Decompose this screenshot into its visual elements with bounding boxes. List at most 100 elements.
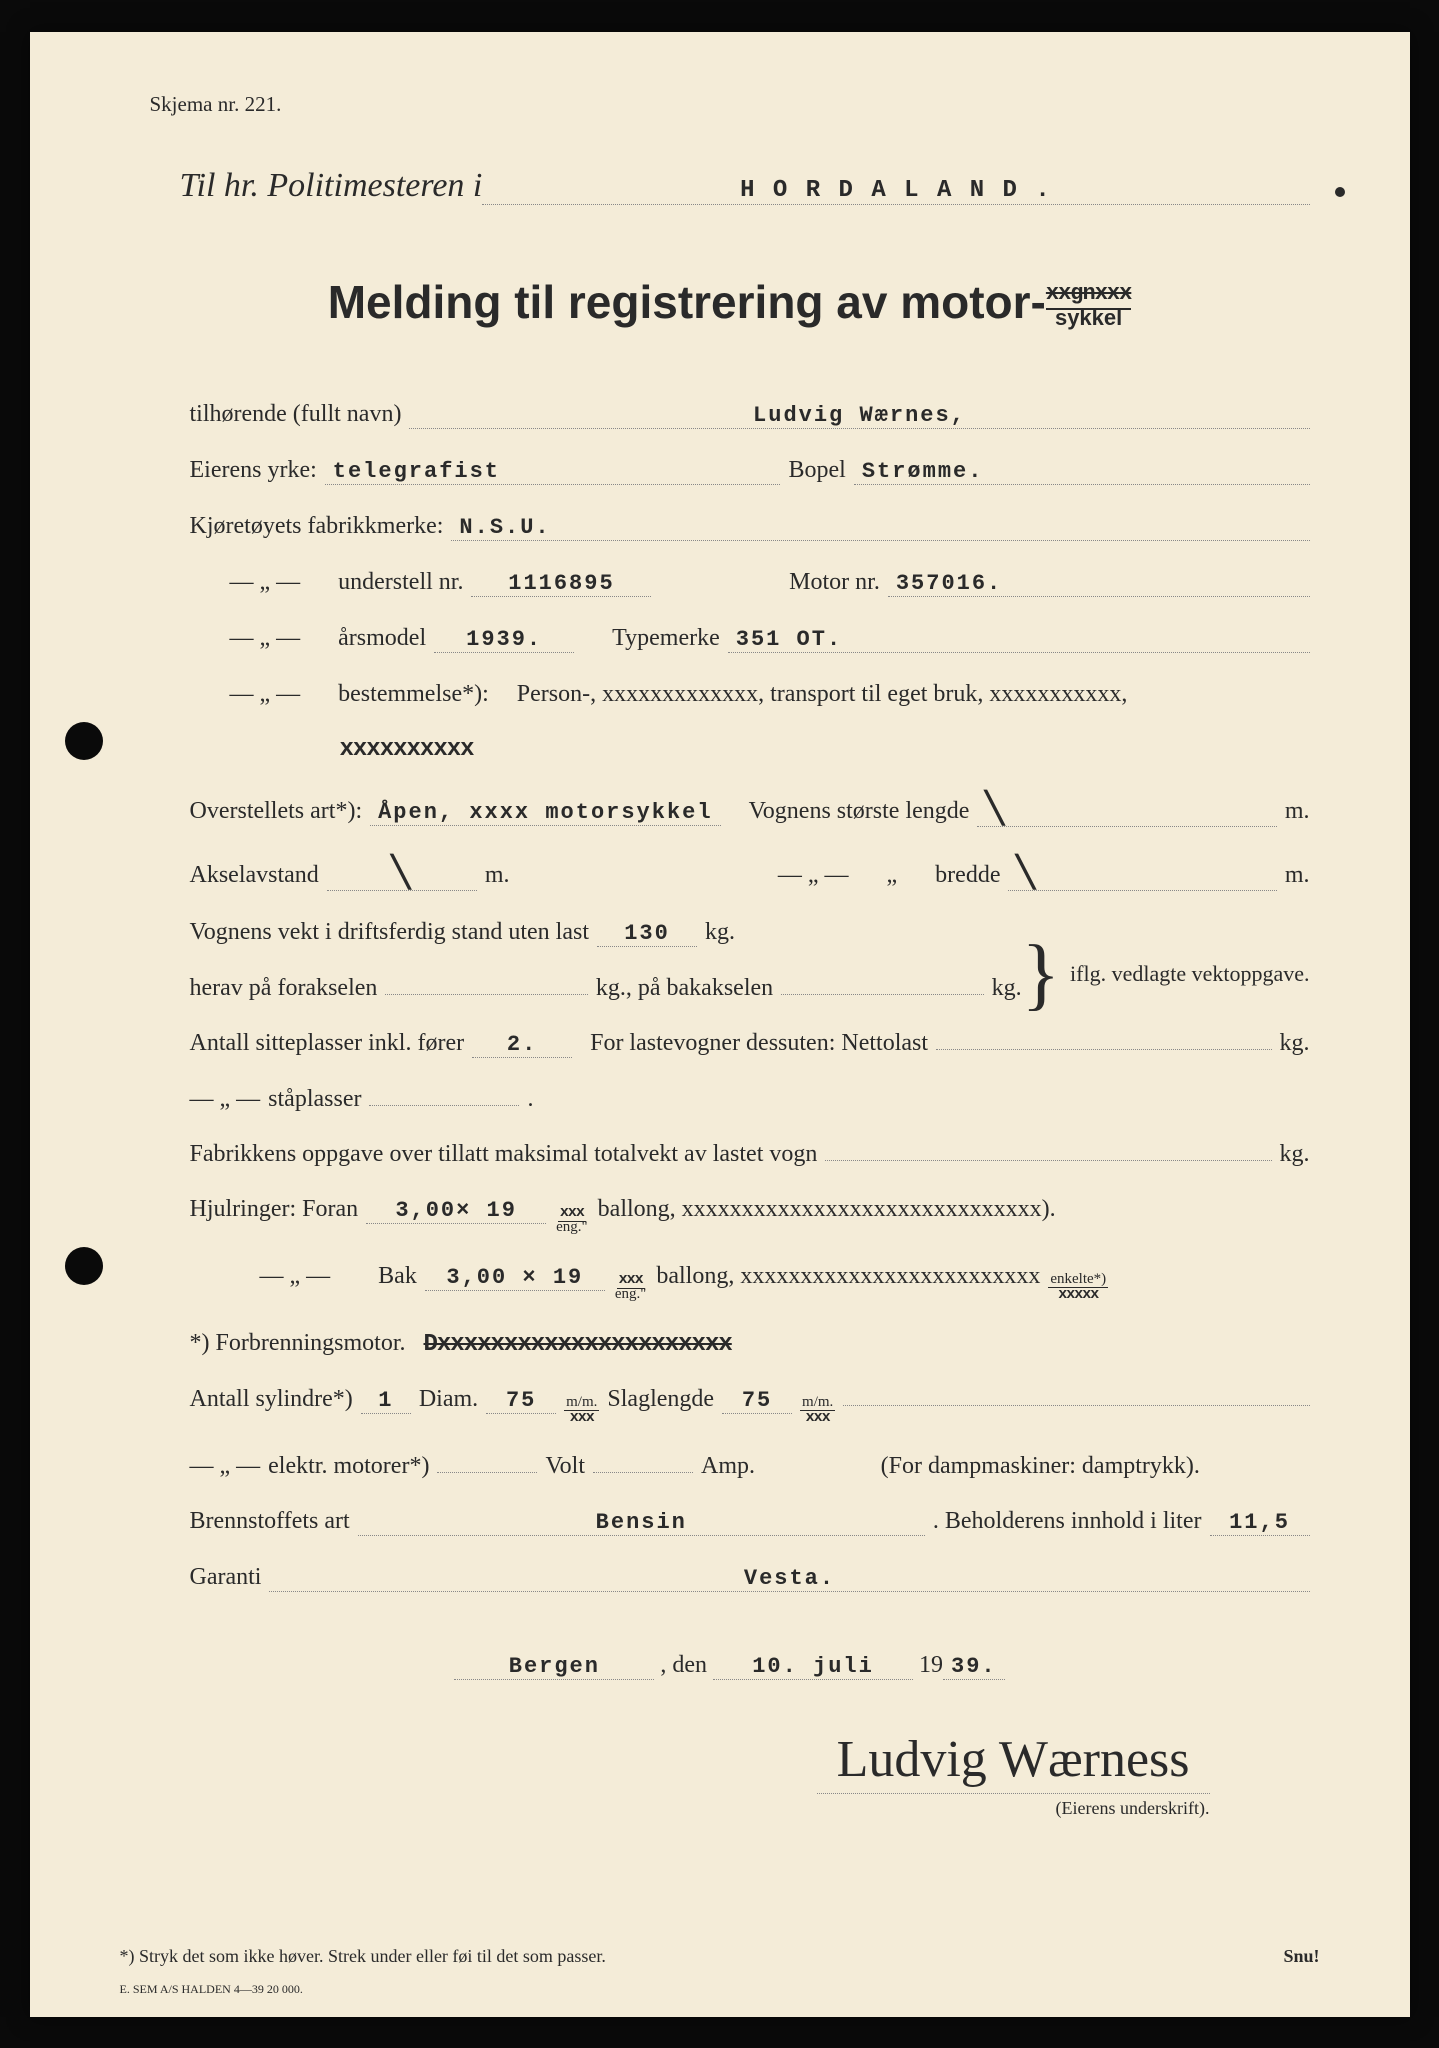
punch-hole: [65, 722, 103, 760]
signature-label: (Eierens underskrift).: [150, 1798, 1210, 1819]
date-year: 39.: [943, 1654, 1005, 1680]
garanti-value: Vesta.: [269, 1566, 1309, 1592]
unit: m.: [1285, 798, 1310, 825]
schema-number: Skjema nr. 221.: [150, 92, 1310, 117]
ditto-mark: — „ —: [260, 1263, 331, 1290]
profession-label: Eierens yrke:: [190, 457, 317, 484]
profession-value: telegrafist: [325, 459, 781, 485]
date-day: 10. juli: [713, 1654, 913, 1680]
tires-front-line: Hjulringer: Foran 3,00× 19 xxxeng." ball…: [190, 1196, 1310, 1235]
unit: m.: [485, 862, 510, 889]
axle-label: herav på forakselen: [190, 975, 378, 1002]
fuel-value: Bensin: [358, 1510, 925, 1536]
title-text: Melding til registrering av motor-: [328, 276, 1046, 328]
den: , den: [660, 1652, 707, 1678]
tank-label: . Beholderens innhold i liter: [933, 1508, 1202, 1535]
stroke-label: Slaglengde: [607, 1386, 714, 1413]
punch-hole: [65, 1247, 103, 1285]
combustion-line: *) Forbrenningsmotor. Dxxxxxxxxxxxxxxxxx…: [190, 1330, 1310, 1358]
residence-value: Strømme.: [854, 459, 1310, 485]
seats-extra: For lastevogner dessuten: Nettolast: [590, 1030, 928, 1057]
slash: ╲: [392, 856, 412, 889]
maxweight-label: Fabrikkens oppgave over tillatt maksimal…: [190, 1141, 818, 1168]
weight-label: Vognens vekt i driftsferdig stand uten l…: [190, 919, 590, 946]
weight-group: Vognens vekt i driftsferdig stand uten l…: [190, 919, 1310, 1030]
document-page: Skjema nr. 221. Til hr. Politimesteren i…: [30, 32, 1410, 2017]
slash: ╲: [985, 792, 1005, 825]
type-label: Typemerke: [612, 625, 720, 652]
stroke-value: 75: [722, 1388, 792, 1414]
weight-value: 130: [597, 921, 697, 947]
axle-mid: kg., på bakakselen: [596, 975, 773, 1002]
body-label: Overstellets art*):: [190, 798, 363, 825]
tire-text: ballong, xxxxxxxxxxxxxxxxxxxxxxxxxxxxxx)…: [598, 1196, 1056, 1223]
year-line: — „ — årsmodel 1939. Typemerke 351 OT.: [230, 625, 1310, 653]
year-label: årsmodel: [338, 625, 426, 652]
date-line: Bergen , den 10. juli 1939.: [150, 1652, 1310, 1680]
owner-label: tilhørende (fullt navn): [190, 401, 402, 428]
recipient-line: Til hr. Politimesteren i H O R D A L A N…: [180, 167, 1310, 205]
wheelbase-line: Akselavstand ╲ m. — „ — „ bredde ╲ m.: [190, 855, 1310, 891]
purpose-text2: xxxxxxxxxx: [340, 736, 474, 763]
signature: Ludvig Wærness: [817, 1730, 1210, 1794]
amp-label: Amp.: [701, 1453, 755, 1480]
motor-label: Motor nr.: [789, 569, 880, 596]
cylinders-line: Antall sylindre*) 1 Diam. 75 m/m.xxx Sla…: [190, 1386, 1310, 1425]
place: Bergen: [454, 1654, 654, 1680]
wheelbase-label: Akselavstand: [190, 862, 319, 889]
make-label: Kjøretøyets fabrikkmerke:: [190, 513, 444, 540]
length-label: Vognens største lengde: [749, 798, 970, 825]
quote: „: [887, 862, 898, 889]
snu: Snu!: [1283, 1946, 1319, 1967]
stroke-frac: m/m.xxx: [800, 1395, 835, 1425]
diam-value: 75: [486, 1388, 556, 1414]
weight-note: iflg. vedlagte vektoppgave.: [1070, 961, 1309, 987]
unit: kg.: [1280, 1141, 1310, 1168]
tire-fraction: xxxeng.": [613, 1272, 649, 1302]
purpose-text: Person-, xxxxxxxxxxxxx, transport til eg…: [517, 681, 1128, 708]
form-body: tilhørende (fullt navn) Ludvig Wærnes, E…: [190, 401, 1310, 1592]
type-value: 351 OT.: [728, 627, 1310, 653]
footnote: *) Stryk det som ikke høver. Strek under…: [120, 1946, 1320, 1967]
title-fraction: xxgnxxxsykkel: [1046, 280, 1131, 330]
print-mark: E. SEM A/S HALDEN 4—39 20 000.: [120, 1982, 303, 1997]
axle-line: herav på forakselen kg., på bakakselen k…: [190, 975, 1022, 1002]
year-value: 1939.: [434, 627, 574, 653]
purpose-line: — „ — bestemmelse*): Person-, xxxxxxxxxx…: [230, 681, 1310, 708]
purpose-line2: xxxxxxxxxx: [340, 736, 1310, 763]
garanti-line: Garanti Vesta.: [190, 1564, 1310, 1592]
make-value: N.S.U.: [451, 515, 1309, 541]
year-prefix: 19: [919, 1652, 943, 1678]
ditto-mark: — „ —: [230, 625, 301, 652]
recipient-label: Til hr. Politimesteren i: [180, 167, 483, 205]
cyl-label: Antall sylindre*): [190, 1386, 353, 1413]
chassis-value: 1116895: [471, 571, 651, 597]
tires-back-line: — „ — Bak 3,00 × 19 xxxeng." ballong, xx…: [260, 1263, 1310, 1302]
unit: kg.: [992, 975, 1022, 1002]
standing-line: — „ — ståplasser .: [190, 1086, 1310, 1113]
seats-label: Antall sitteplasser inkl. fører: [190, 1030, 465, 1057]
slash: ╲: [1016, 856, 1036, 889]
seats-value: 2.: [472, 1032, 572, 1058]
signature-block: Ludvig Wærness (Eierens underskrift).: [150, 1730, 1210, 1819]
fuel-label: Brennstoffets art: [190, 1508, 350, 1535]
unit: kg.: [705, 919, 735, 946]
width-label: bredde: [935, 862, 1000, 889]
unit: m.: [1285, 862, 1310, 889]
motor-value: 357016.: [888, 571, 1310, 597]
residence-label: Bopel: [788, 457, 845, 484]
seats-line: Antall sitteplasser inkl. fører 2. For l…: [190, 1030, 1310, 1058]
footnote-text: *) Stryk det som ikke høver. Strek under…: [120, 1946, 606, 1967]
chassis-label: understell nr.: [338, 569, 463, 596]
damp-label: (For dampmaskiner: damptrykk).: [881, 1453, 1200, 1480]
tire-fraction: xxxeng.": [554, 1205, 590, 1235]
owner-line: tilhørende (fullt navn) Ludvig Wærnes,: [190, 401, 1310, 429]
body-line: Overstellets art*): Åpen, xxxx motorsykk…: [190, 791, 1310, 827]
recipient-value: H O R D A L A N D .: [482, 177, 1309, 205]
weight-line: Vognens vekt i driftsferdig stand uten l…: [190, 919, 1022, 947]
garanti-label: Garanti: [190, 1564, 262, 1591]
tires-back: 3,00 × 19: [425, 1265, 605, 1291]
fuel-line: Brennstoffets art Bensin . Beholderens i…: [190, 1508, 1310, 1536]
make-line: Kjøretøyets fabrikkmerke: N.S.U.: [190, 513, 1310, 541]
chassis-line: — „ — understell nr. 1116895 Motor nr. 3…: [230, 569, 1310, 597]
